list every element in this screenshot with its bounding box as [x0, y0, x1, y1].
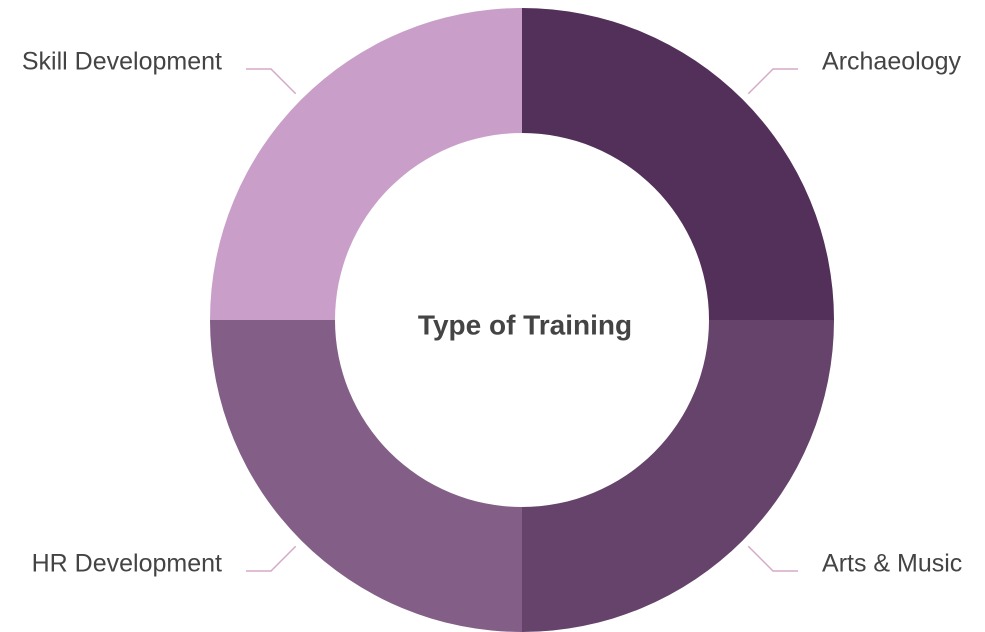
segment [522, 320, 834, 632]
leader-line [245, 68, 297, 95]
segment [522, 8, 834, 320]
leader-line [747, 68, 799, 95]
segment-label: Arts & Music [822, 550, 962, 578]
segment [210, 8, 522, 320]
segment-label: Archaeology [822, 48, 961, 76]
leader-line [747, 545, 799, 572]
segment-label: HR Development [32, 550, 222, 578]
segment-label: Skill Development [22, 48, 222, 76]
segment [210, 320, 522, 632]
chart-title: Type of Training [418, 309, 632, 340]
leader-line [245, 545, 297, 572]
